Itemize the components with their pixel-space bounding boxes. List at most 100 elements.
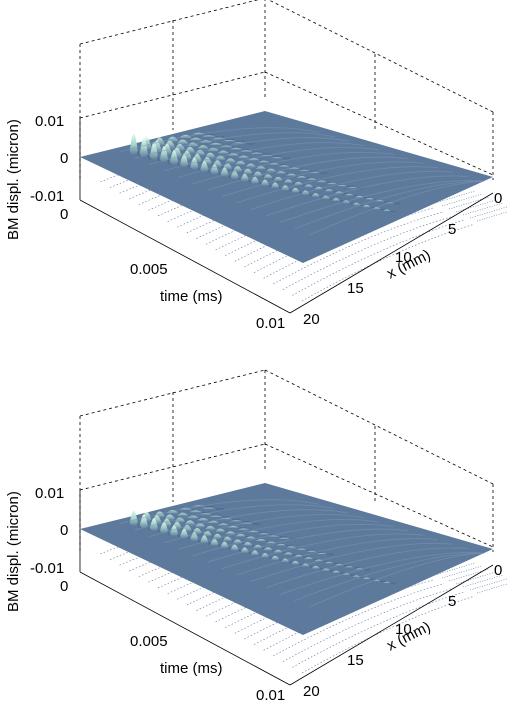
wave-trough xyxy=(222,516,231,519)
surface-ridge xyxy=(119,499,320,525)
contour-line xyxy=(282,215,454,290)
wave-peak xyxy=(176,512,189,517)
surface-ridge xyxy=(309,552,484,608)
surface-ridge xyxy=(279,180,483,223)
wave-peak xyxy=(326,182,338,185)
wave-peak xyxy=(271,555,280,561)
contour-line xyxy=(273,583,445,657)
wave-trough xyxy=(323,560,330,563)
wave-peak xyxy=(190,157,199,170)
surface-ridge xyxy=(250,170,453,210)
wave-peak xyxy=(245,536,256,540)
wave-trough xyxy=(349,574,356,577)
z-tick-label: -0.01 xyxy=(30,188,64,205)
x-tick-label: 5 xyxy=(448,593,456,610)
time-tick-label: 0.005 xyxy=(130,633,168,650)
surface-plot-top: 0.01 0 -0.01 0 0.005 0.01 0 5 10 15 20 B… xyxy=(5,0,507,332)
contour-line xyxy=(455,571,497,585)
wave-peak xyxy=(235,533,246,537)
wave-peak xyxy=(306,178,317,181)
contour-line xyxy=(263,207,435,279)
wave-peaks xyxy=(119,499,484,608)
wave-peak xyxy=(265,168,277,172)
time-tick-label: 0.005 xyxy=(130,261,168,278)
contour-line xyxy=(301,596,474,674)
z-tick-label: 0.01 xyxy=(35,485,64,502)
wave-peak xyxy=(375,200,385,202)
x-tick-label: 10 xyxy=(395,249,412,266)
wave-peak xyxy=(159,521,168,534)
wave-peak xyxy=(257,160,270,163)
wave-trough xyxy=(380,208,386,211)
surface-ridge xyxy=(236,538,438,576)
wave-peak xyxy=(207,147,219,152)
wave-peak xyxy=(229,520,243,522)
wave-peak xyxy=(352,575,361,578)
wave-peak xyxy=(316,552,327,555)
contour-line xyxy=(282,587,454,662)
contour-line xyxy=(455,199,497,213)
contour-line xyxy=(476,583,507,594)
contour-line xyxy=(462,574,504,588)
wave-peak xyxy=(293,554,304,558)
wave-peak xyxy=(257,533,270,535)
wave-trough xyxy=(279,163,287,167)
wave-trough xyxy=(238,526,247,530)
wave-peak xyxy=(222,536,233,542)
z-ticks: 0.01 0 -0.01 xyxy=(30,485,68,577)
surface-ridge xyxy=(134,504,335,531)
surface-ridge xyxy=(309,180,484,236)
wave-peak xyxy=(331,570,340,574)
wave-peak xyxy=(197,145,209,150)
wave-trough xyxy=(339,572,346,575)
wave-peak xyxy=(347,186,358,189)
wave-peak xyxy=(180,153,189,168)
wave-peak xyxy=(344,566,354,568)
time-tick-label: 0.01 xyxy=(256,315,285,332)
wave-peak xyxy=(362,204,371,208)
wave-peak xyxy=(176,139,189,145)
surface-ridge xyxy=(250,542,453,582)
wave-peak xyxy=(174,517,186,523)
surface-ridge xyxy=(265,175,468,217)
time-ticks: 0 0.005 0.01 xyxy=(60,578,285,701)
wave-trough xyxy=(353,194,360,197)
time-tick-label: 0.01 xyxy=(256,687,285,701)
wave-trough xyxy=(212,513,221,516)
surface-ridge xyxy=(221,161,424,198)
surface-ridge xyxy=(134,132,335,159)
z-axis-label: BM displ. (micron) xyxy=(5,119,22,240)
wave-peak xyxy=(382,209,391,212)
wave-peak xyxy=(205,152,216,159)
x-tick-label: 5 xyxy=(448,221,456,238)
contour-line xyxy=(441,193,483,207)
wave-peak xyxy=(298,169,311,172)
x-ticks: 0 5 10 15 20 xyxy=(303,562,502,700)
wave-trough xyxy=(390,210,396,213)
wave-peak xyxy=(197,518,209,522)
z-tick-label: 0 xyxy=(60,522,68,539)
wave-peak xyxy=(336,184,348,187)
surface-ridge xyxy=(207,156,409,191)
wave-peak xyxy=(352,202,361,206)
wave-peak xyxy=(255,166,267,170)
wave-trough xyxy=(302,556,309,559)
wave-peak xyxy=(311,565,320,569)
wave-trough xyxy=(205,133,215,136)
wave-trough xyxy=(326,181,334,184)
wave-peak xyxy=(205,525,216,530)
contour-line xyxy=(448,568,490,582)
wave-peak xyxy=(324,189,334,192)
contour-line xyxy=(448,196,490,210)
wave-peak xyxy=(245,163,256,168)
wave-peak xyxy=(229,147,243,150)
surface-ridge xyxy=(192,151,394,185)
wave-peak xyxy=(286,546,297,549)
wave-trough xyxy=(312,558,319,561)
surface-plot-bottom: 0.01 0 -0.01 0 0.005 0.01 0 5 10 15 20 B… xyxy=(5,369,507,701)
x-tick-label: 0 xyxy=(494,190,502,207)
z-tick-label: 0 xyxy=(60,150,68,167)
wave-peaks xyxy=(119,127,484,236)
contour-line xyxy=(301,224,474,302)
